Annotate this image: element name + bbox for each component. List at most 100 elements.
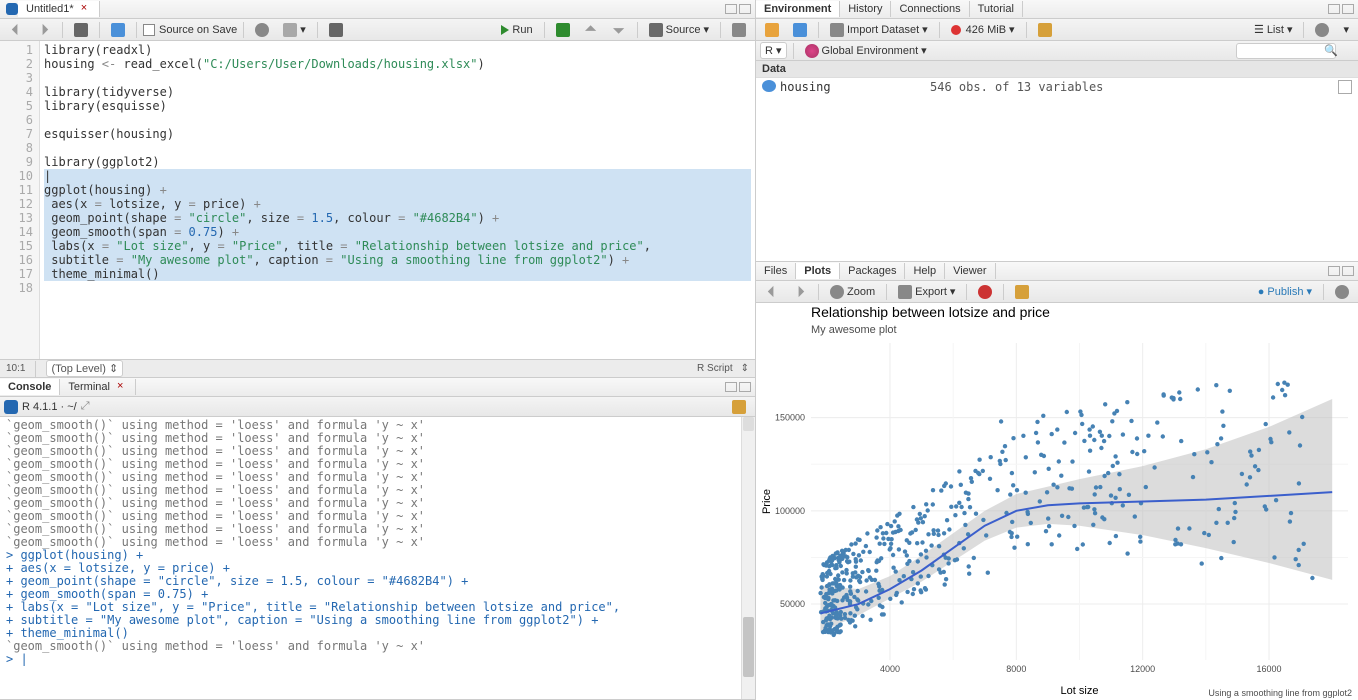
compile-report-button[interactable] [324, 21, 348, 39]
tab-tutorial[interactable]: Tutorial [970, 1, 1023, 17]
maximize-icon[interactable] [739, 382, 751, 392]
rerun-button[interactable] [551, 21, 575, 39]
tab-packages[interactable]: Packages [840, 263, 905, 279]
refresh-env-button[interactable] [1310, 21, 1334, 39]
console-window-controls [725, 382, 755, 392]
chart-caption: Using a smoothing line from ggplot2 [1208, 688, 1352, 698]
tab-files[interactable]: Files [756, 263, 796, 279]
code-editor[interactable]: 123456789101112131415161718 library(read… [0, 41, 755, 359]
view-table-icon[interactable] [1338, 80, 1352, 94]
env-toolbar: Import Dataset ▾ 426 MiB ▾ ☰ List ▾ ▾ [756, 19, 1358, 41]
find-button[interactable] [250, 21, 274, 39]
source-toolbar: Source on Save ▾ Run Source ▾ [0, 19, 755, 41]
import-dataset-button[interactable]: Import Dataset ▾ [825, 21, 933, 39]
maximize-icon[interactable] [739, 4, 751, 14]
svg-text:4000: 4000 [880, 664, 900, 674]
outline-button[interactable] [727, 21, 751, 39]
maximize-icon[interactable] [1342, 4, 1354, 14]
source-on-save-checkbox[interactable] [143, 24, 155, 36]
tab-connections[interactable]: Connections [891, 1, 969, 17]
clear-console-button[interactable] [727, 398, 751, 416]
save-button[interactable] [106, 21, 130, 39]
tab-console[interactable]: Console [0, 379, 60, 395]
env-tabbar: EnvironmentHistoryConnectionsTutorial [756, 0, 1358, 19]
lang-selector[interactable]: R ▾ [760, 42, 787, 59]
svg-text:12000: 12000 [1130, 664, 1155, 674]
run-button[interactable]: Run [496, 22, 537, 38]
clear-env-button[interactable] [1033, 21, 1057, 39]
env-body: Data housing546 obs. of 13 variables [756, 61, 1358, 261]
chart-subtitle: My awesome plot [811, 324, 897, 336]
tab-viewer[interactable]: Viewer [945, 263, 995, 279]
plot-back-button[interactable] [760, 283, 784, 301]
view-mode-button[interactable]: ☰ List ▾ [1249, 21, 1298, 38]
y-axis-label: Price [761, 489, 773, 514]
console-scrollbar[interactable] [741, 417, 755, 699]
zoom-button[interactable]: Zoom [825, 283, 880, 301]
show-in-new-window-button[interactable] [69, 21, 93, 39]
load-workspace-button[interactable] [760, 21, 784, 39]
maximize-icon[interactable] [1342, 266, 1354, 276]
scope-selector[interactable]: Global Environment ▾ [800, 42, 932, 60]
env-var-name: housing [780, 80, 930, 94]
minimize-icon[interactable] [1328, 266, 1340, 276]
data-icon [762, 80, 776, 92]
tab-help[interactable]: Help [905, 263, 945, 279]
close-tab-icon[interactable] [81, 2, 91, 12]
console-tabbar: Console Terminal [0, 378, 755, 397]
path-expand-icon[interactable]: ⤢ [81, 400, 90, 413]
close-terminal-icon[interactable] [117, 380, 127, 390]
plots-tabbar: FilesPlotsPackagesHelpViewer [756, 262, 1358, 281]
plot-forward-button[interactable] [788, 283, 812, 301]
go-up-button[interactable] [579, 21, 603, 39]
plots-pane: FilesPlotsPackagesHelpViewer Zoom Export… [756, 262, 1358, 700]
source-statusbar: 10:1 (Top Level) ⇕ R Script ⇕ [0, 359, 755, 377]
clear-plots-button[interactable] [1010, 283, 1034, 301]
source-tab[interactable]: Untitled1* [18, 1, 100, 17]
svg-text:50000: 50000 [780, 599, 805, 609]
env-scope-toolbar: R ▾ Global Environment ▾ 🔍 [756, 41, 1358, 61]
tab-plots[interactable]: Plots [796, 263, 840, 279]
svg-text:100000: 100000 [775, 506, 805, 516]
code-body[interactable]: library(readxl)housing <- read_excel("C:… [40, 41, 755, 359]
ggplot-chart: 4000 8000 12000 16000 50000 100000 150000 Rela… [756, 303, 1358, 700]
env-var-detail: 546 obs. of 13 variables [930, 80, 1103, 94]
remove-plot-button[interactable] [973, 283, 997, 301]
save-workspace-button[interactable] [788, 21, 812, 39]
env-row[interactable]: housing546 obs. of 13 variables [756, 78, 1358, 96]
back-button[interactable] [4, 21, 28, 39]
tab-history[interactable]: History [840, 1, 891, 17]
publish-button[interactable]: ● Publish ▾ [1253, 283, 1317, 300]
globe-icon [805, 44, 819, 58]
tab-environment[interactable]: Environment [756, 1, 840, 17]
source-on-save-label: Source on Save [159, 24, 237, 36]
console-toolbar: R 4.1.1 · ~/ ⤢ [0, 397, 755, 417]
refresh-plot-button[interactable] [1330, 283, 1354, 301]
plot-area: 4000 8000 12000 16000 50000 100000 150000 Rela… [756, 303, 1358, 700]
chart-title: Relationship between lotsize and price [811, 304, 1050, 320]
plots-toolbar: Zoom Export ▾ ● Publish ▾ [756, 281, 1358, 303]
console-pane: Console Terminal R 4.1.1 · ~/ ⤢ `geom_sm… [0, 378, 755, 700]
minimize-icon[interactable] [1328, 4, 1340, 14]
source-pane: Untitled1* Source on Save ▾ Run [0, 0, 755, 378]
env-search-input[interactable] [1236, 43, 1336, 59]
scope-selector[interactable]: (Top Level) ⇕ [46, 360, 123, 377]
minimize-icon[interactable] [725, 382, 737, 392]
env-options-button[interactable]: ▾ [1338, 21, 1354, 38]
tab-terminal[interactable]: Terminal [60, 379, 136, 395]
env-data-header: Data [756, 61, 1358, 78]
forward-button[interactable] [32, 21, 56, 39]
source-tab-title: Untitled1* [26, 3, 74, 15]
svg-text:8000: 8000 [1006, 664, 1026, 674]
export-button[interactable]: Export ▾ [893, 283, 960, 301]
source-button[interactable]: Source ▾ [644, 21, 714, 39]
console-output[interactable]: `geom_smooth()` using method = 'loess' a… [0, 417, 755, 699]
source-window-controls [725, 4, 755, 14]
svg-text:16000: 16000 [1257, 664, 1282, 674]
minimize-icon[interactable] [725, 4, 737, 14]
memory-usage[interactable]: 426 MiB ▾ [946, 21, 1020, 38]
svg-text:150000: 150000 [775, 413, 805, 423]
go-down-button[interactable] [607, 21, 631, 39]
memory-dot-icon [951, 25, 961, 35]
code-tools-button[interactable]: ▾ [278, 21, 311, 39]
